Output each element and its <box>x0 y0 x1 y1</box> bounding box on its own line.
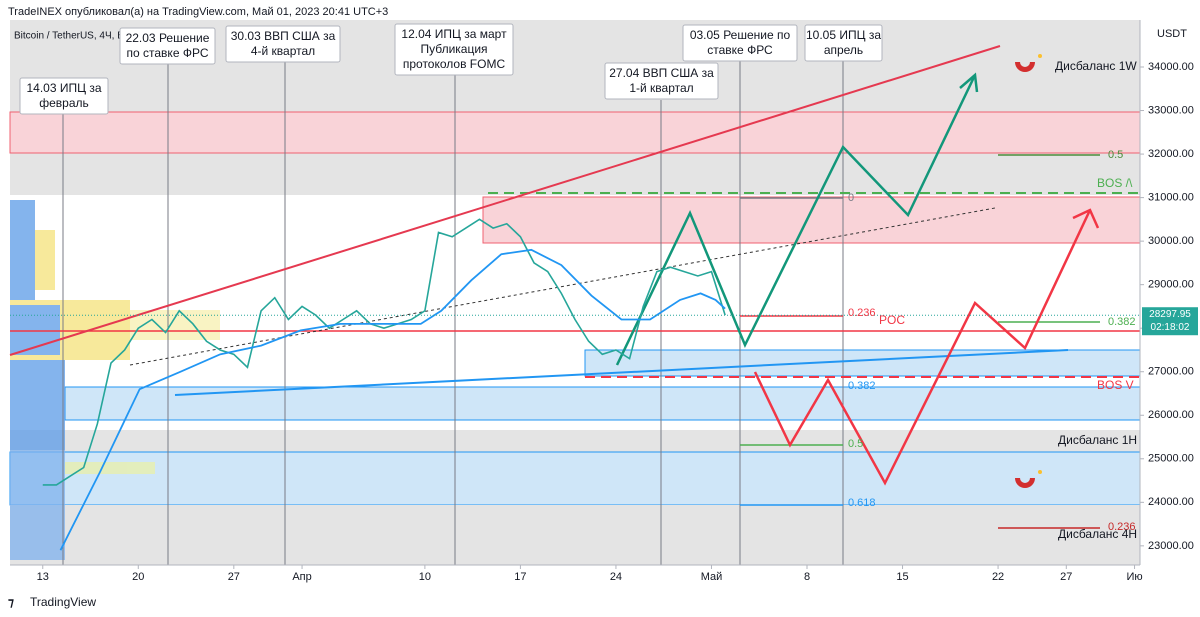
event-text: по ставке ФРС <box>127 46 209 60</box>
event-text: 22.03 Решение <box>126 31 210 45</box>
event-box <box>119 27 216 65</box>
chart-label: 0.382 <box>1108 316 1136 328</box>
trendline <box>174 349 1069 396</box>
chart-label: Дисбаланс 1W <box>1055 59 1137 73</box>
x-tick-label: 22 <box>992 571 1004 583</box>
event-text: 1-й квартал <box>629 81 693 95</box>
chart-label: Дисбаланс 4H <box>1058 527 1137 541</box>
trendline <box>9 45 1001 356</box>
event-text: 12.04 ИПЦ за март <box>401 27 507 41</box>
chart-label: POC <box>879 313 905 327</box>
event-text: 27.04 ВВП США за <box>609 66 714 80</box>
y-tick-label: 25000.00 <box>1148 453 1194 465</box>
fib-lines <box>740 154 1100 529</box>
magnet-icon <box>1015 54 1042 72</box>
event-box <box>394 23 514 76</box>
x-tick-label: Апр <box>292 571 311 583</box>
pink-zone <box>9 111 1141 154</box>
x-tick-label: 13 <box>37 571 49 583</box>
y-tick-label: 23000.00 <box>1148 540 1194 552</box>
event-text: 03.05 Решение по <box>690 28 791 42</box>
logo: ⁊ <box>8 595 14 609</box>
y-tick-label: 24000.00 <box>1148 496 1194 508</box>
chart-label: 0.382 <box>848 380 876 392</box>
x-tick-label: 15 <box>896 571 908 583</box>
y-tick-label: 32000.00 <box>1148 148 1194 160</box>
x-tick-label: 27 <box>1060 571 1072 583</box>
x-tick-label: Ию <box>1126 571 1142 583</box>
gray-zone <box>10 505 1140 565</box>
event-text: протоколов FOMC <box>403 57 506 71</box>
event-box <box>225 25 341 63</box>
event-box <box>682 24 798 62</box>
y-tick-label: 30000.00 <box>1148 235 1194 247</box>
y-tick-label: 29000.00 <box>1148 279 1194 291</box>
event-text: февраль <box>39 96 89 110</box>
chart-label: BOS /\ <box>1097 176 1133 190</box>
currency: USDT <box>1157 28 1187 40</box>
price-line <box>59 248 726 551</box>
chart-label: 0.5 <box>848 438 863 450</box>
blue-zone <box>9 451 1141 506</box>
event-text: 4-й квартал <box>251 44 315 58</box>
pink-zone <box>482 196 1141 244</box>
gray-zone <box>10 430 1140 452</box>
event-text: ставке ФРС <box>707 43 773 57</box>
chart-label: 0.618 <box>848 497 876 509</box>
volume-profile <box>10 200 220 560</box>
event-text: Публикация <box>420 42 487 56</box>
event-box <box>19 77 109 115</box>
chart-label: BOS V <box>1097 378 1134 392</box>
countdown: 02:18:02 <box>1151 322 1190 333</box>
last-price-tag <box>1142 307 1198 336</box>
chart-label: 0.236 <box>1108 521 1136 533</box>
x-tick-label: 17 <box>514 571 526 583</box>
x-tick-label: 20 <box>132 571 144 583</box>
event-text: 30.03 ВВП США за <box>231 29 336 43</box>
chart-label: 0.236 <box>848 307 876 319</box>
arrow-head <box>1072 208 1100 229</box>
x-tick-label: 8 <box>804 571 810 583</box>
symbol: Bitcoin / TetherUS, 4Ч, BINANCE <box>14 31 162 42</box>
y-tick-label: 31000.00 <box>1148 192 1194 204</box>
footer: TradingView <box>30 595 96 609</box>
x-tick-label: 27 <box>228 571 240 583</box>
event-box <box>804 24 883 62</box>
trendline <box>129 207 996 366</box>
event-text: 10.05 ИПЦ за <box>806 28 881 42</box>
event-box <box>604 62 719 100</box>
chart-label: 0 <box>848 192 854 204</box>
event-text: 14.03 ИПЦ за <box>27 81 102 95</box>
projection <box>615 74 977 366</box>
chart-label: 0.5 <box>1108 149 1123 161</box>
header: TradeINEX опубликовал(а) на TradingView.… <box>8 6 388 18</box>
y-tick-label: 33000.00 <box>1148 104 1194 116</box>
last-price: 28297.95 <box>1149 309 1191 320</box>
projection <box>753 209 1092 486</box>
chart-label: Дисбаланс 1H <box>1058 433 1137 447</box>
x-tick-label: 10 <box>419 571 431 583</box>
y-tick-label: 27000.00 <box>1148 366 1194 378</box>
event-lines <box>62 60 844 565</box>
x-tick-label: 24 <box>610 571 622 583</box>
arrow-head <box>959 72 979 93</box>
blue-zone <box>584 349 1141 377</box>
event-text: апрель <box>824 43 863 57</box>
magnet-icon <box>1015 470 1042 488</box>
y-tick-label: 34000.00 <box>1148 61 1194 73</box>
price-line <box>42 218 726 486</box>
x-tick-label: Май <box>701 571 723 583</box>
y-tick-label: 26000.00 <box>1148 409 1194 421</box>
